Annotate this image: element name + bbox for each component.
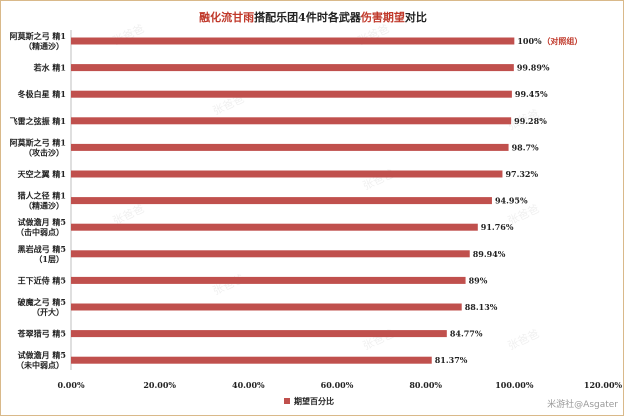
value-label: 100% bbox=[517, 36, 542, 46]
x-tick-label: 100.00% bbox=[495, 380, 534, 390]
category-label: 飞雷之弦振 精1 bbox=[10, 116, 66, 126]
bar bbox=[71, 170, 503, 178]
reference-note: （对照组） bbox=[542, 36, 582, 46]
legend-swatch bbox=[284, 398, 290, 404]
x-tick-label: 20.00% bbox=[143, 380, 176, 390]
x-tick-label: 0.00% bbox=[57, 380, 84, 390]
category-label-sub: （精通沙） bbox=[24, 41, 64, 51]
value-label: 97.32% bbox=[505, 169, 538, 179]
category-label: 试做澹月 精5 bbox=[18, 217, 66, 227]
value-label: 89% bbox=[469, 275, 488, 285]
bar bbox=[71, 37, 515, 45]
value-label: 99.28% bbox=[514, 116, 547, 126]
chart-title: 融化流甘雨搭配乐团4件时各武器伤害期望对比 bbox=[199, 10, 427, 24]
chart-title-part: 伤害期望 bbox=[360, 10, 405, 24]
category-label: 破魔之弓 精5 bbox=[18, 297, 66, 307]
x-tick-label: 60.00% bbox=[321, 380, 354, 390]
bar bbox=[71, 197, 492, 205]
category-label: 猎人之径 精1 bbox=[17, 191, 66, 201]
x-tick-label: 40.00% bbox=[232, 380, 265, 390]
bar bbox=[71, 223, 478, 231]
bar bbox=[71, 276, 466, 284]
value-label: 84.77% bbox=[450, 329, 483, 339]
bar bbox=[71, 90, 512, 98]
bar bbox=[71, 303, 462, 311]
category-label-sub: （精通沙） bbox=[24, 201, 64, 211]
category-label-sub: （1层） bbox=[34, 254, 64, 264]
bar bbox=[71, 117, 512, 125]
category-label: 试做澹月 精5 bbox=[18, 350, 66, 360]
x-tick-label: 120.00% bbox=[584, 380, 623, 390]
category-label-sub: （击中弱点） bbox=[16, 227, 64, 237]
chart-title-part: 对比 bbox=[405, 10, 427, 24]
watermark-text: 张爸爸 bbox=[506, 327, 541, 353]
value-label: 88.13% bbox=[465, 302, 498, 312]
category-label: 阿莫斯之弓 精1 bbox=[10, 31, 66, 41]
x-tick-label: 80.00% bbox=[409, 380, 442, 390]
category-label: 天空之翼 精1 bbox=[18, 169, 66, 179]
category-label: 冬极白星 精1 bbox=[18, 89, 66, 99]
legend-label: 期望百分比 bbox=[294, 396, 334, 406]
value-label: 98.7% bbox=[512, 142, 539, 152]
chart-title-part: 搭配乐团4件时各武器 bbox=[254, 10, 362, 24]
category-label-sub: （攻击沙） bbox=[24, 147, 64, 157]
bar bbox=[71, 250, 470, 258]
bar bbox=[71, 143, 509, 151]
category-label: 阿莫斯之弓 精1 bbox=[10, 137, 66, 147]
value-label: 94.95% bbox=[495, 196, 528, 206]
category-label-sub: （未中弱点） bbox=[16, 360, 64, 370]
category-label: 黑岩战弓 精5 bbox=[18, 244, 66, 254]
source-credit: 米游社@Asgater bbox=[547, 400, 618, 410]
category-label: 苍翠猎弓 精5 bbox=[17, 329, 66, 339]
category-label-sub: （开大） bbox=[32, 307, 64, 317]
value-label: 81.37% bbox=[435, 355, 468, 365]
value-label: 99.45% bbox=[515, 89, 548, 99]
bar bbox=[71, 356, 432, 364]
bar bbox=[71, 330, 447, 338]
value-label: 99.89% bbox=[517, 63, 550, 73]
watermark-text: 张爸爸 bbox=[211, 272, 246, 298]
category-label: 王下近侍 精5 bbox=[18, 275, 66, 285]
value-label: 91.76% bbox=[481, 222, 514, 232]
chart-title-part: 融化流甘雨 bbox=[199, 10, 254, 24]
bar bbox=[71, 64, 514, 72]
value-label: 89.94% bbox=[473, 249, 506, 259]
category-label: 若水 精1 bbox=[33, 63, 66, 73]
